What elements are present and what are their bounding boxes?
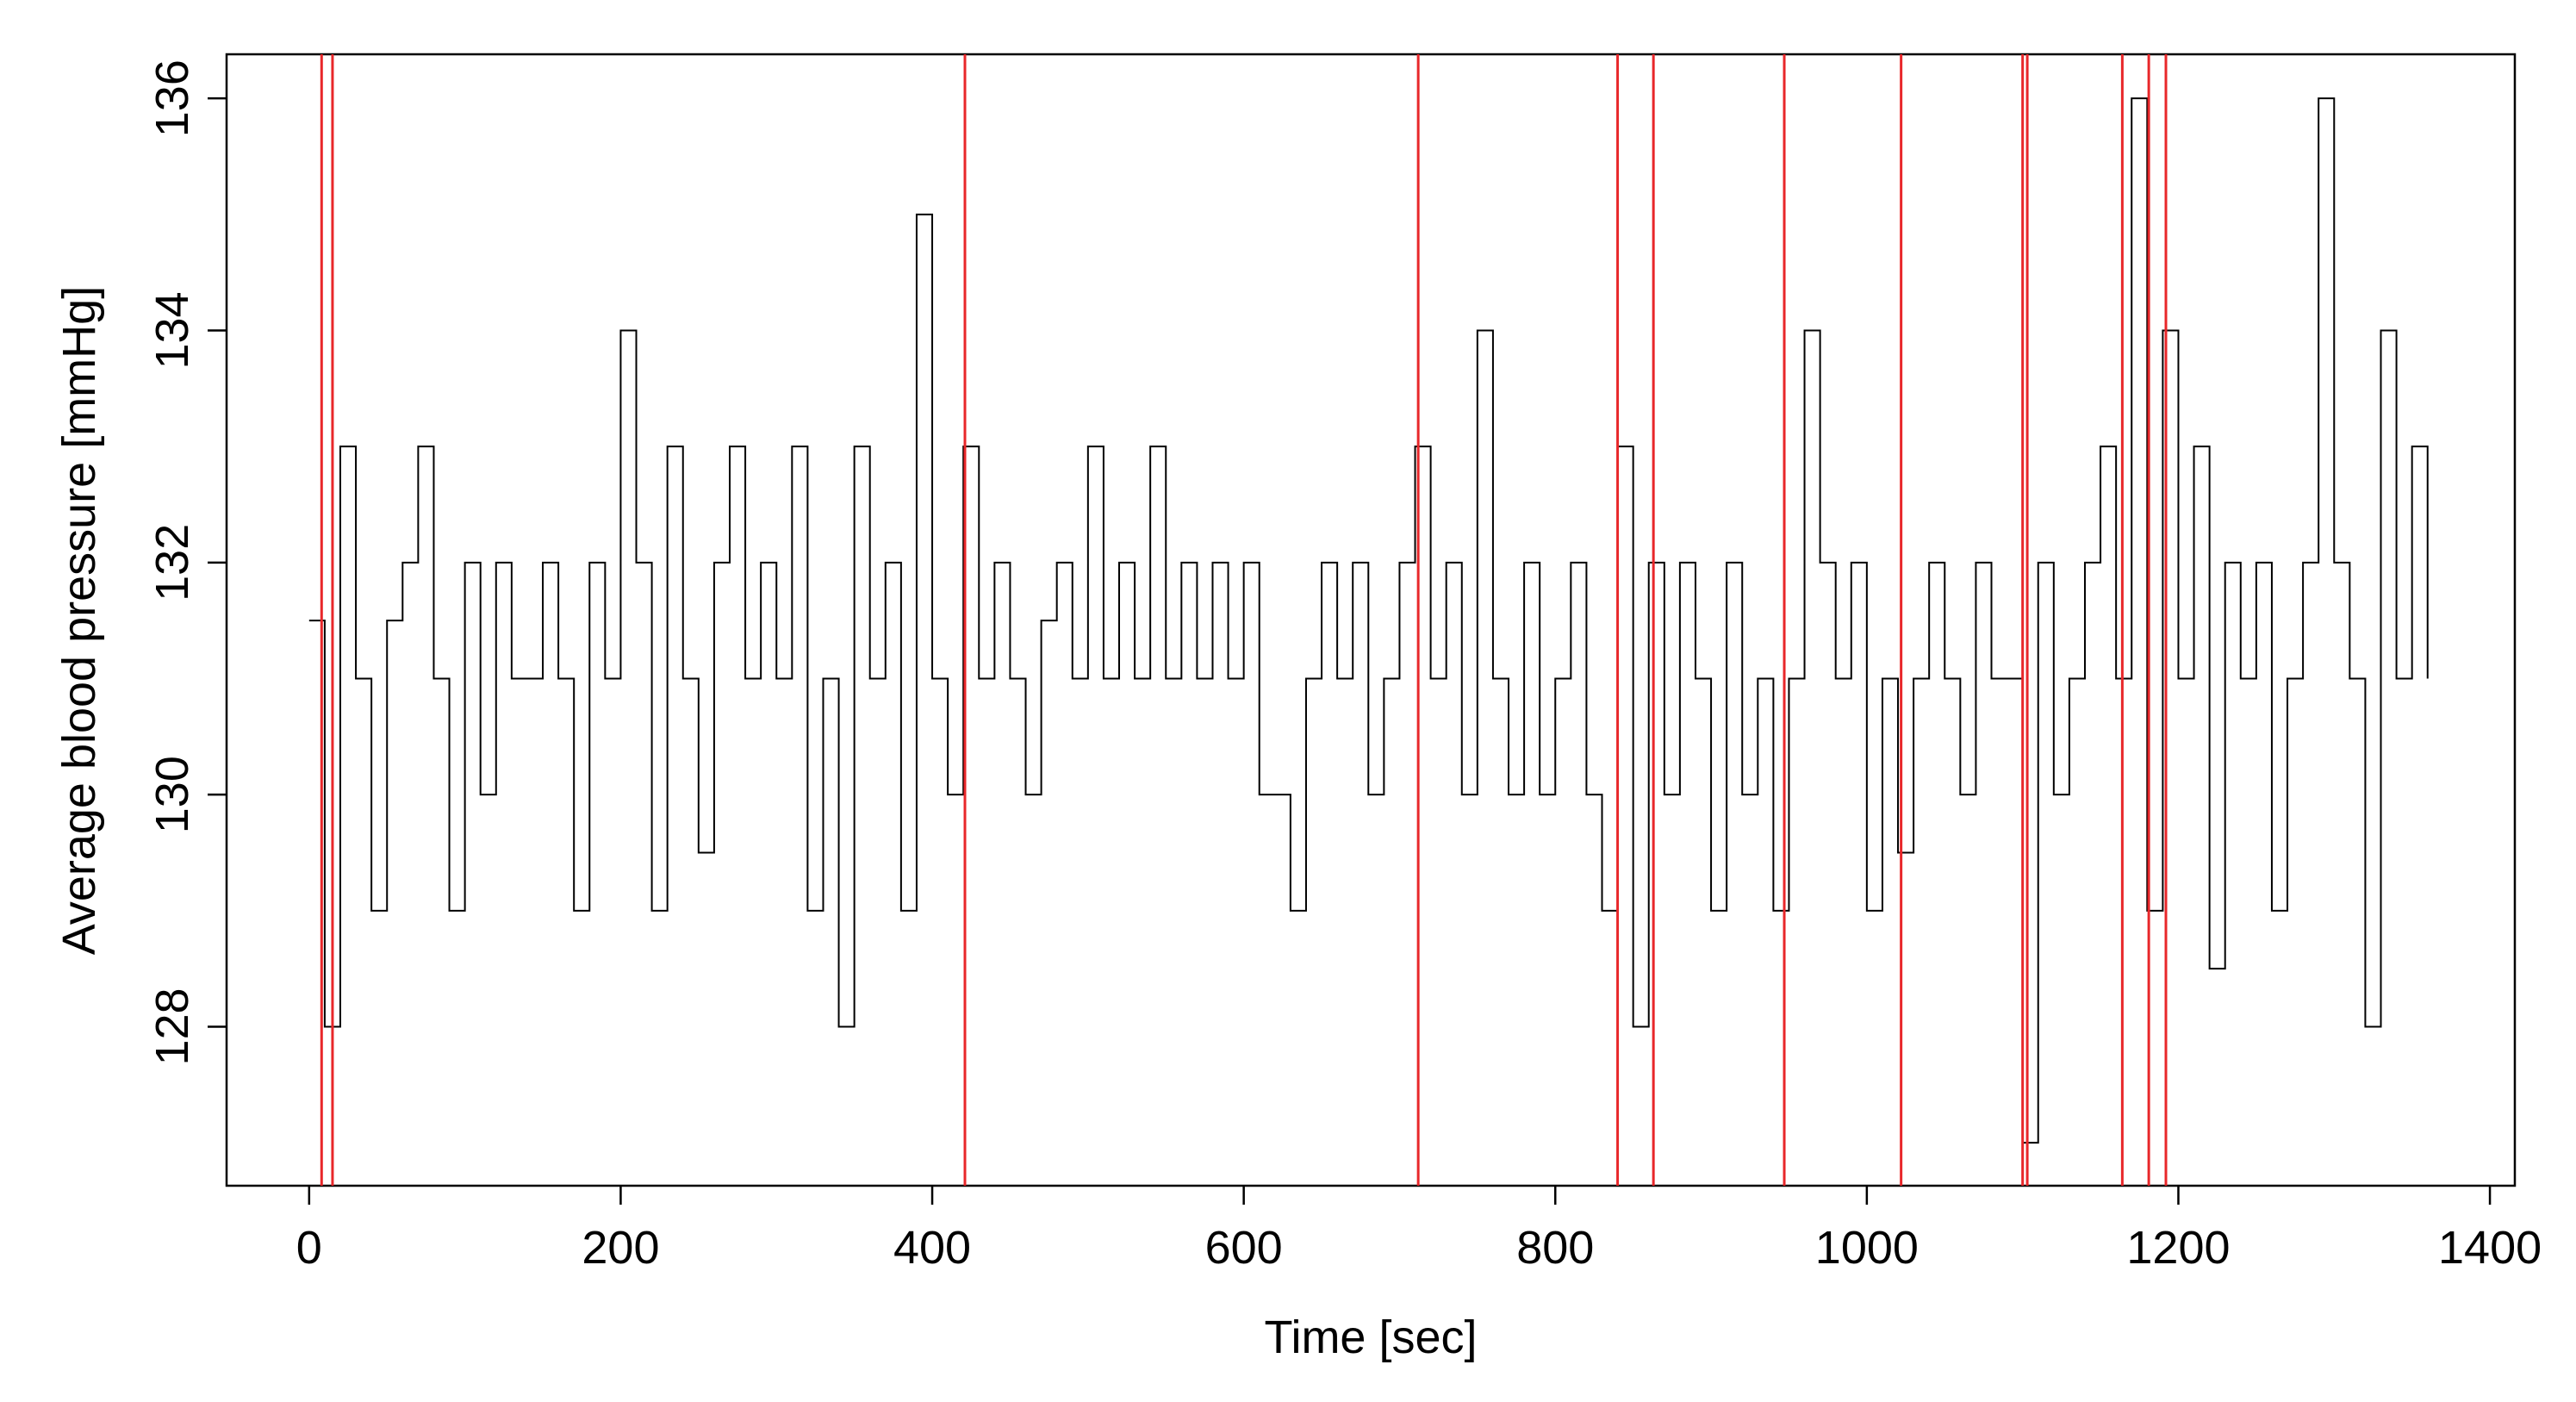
y-tick-label: 136	[146, 59, 198, 137]
x-tick-label: 200	[582, 1222, 659, 1274]
x-tick-label: 400	[893, 1222, 971, 1274]
y-tick-label: 128	[146, 988, 198, 1065]
y-tick-label: 132	[146, 524, 198, 601]
x-tick-label: 600	[1205, 1222, 1283, 1274]
x-tick-label: 1200	[2126, 1222, 2230, 1274]
y-axis-label: Average blood pressure [mmHg]	[53, 286, 105, 955]
plot-frame	[225, 53, 2517, 1187]
x-axis-label: Time [sec]	[1264, 1312, 1477, 1363]
x-tick-label: 0	[296, 1222, 322, 1274]
data-line	[308, 97, 2429, 1144]
y-tick-label: 130	[146, 756, 198, 833]
x-tick-label: 1400	[2438, 1222, 2542, 1274]
y-tick-label: 134	[146, 291, 198, 369]
x-tick-label: 800	[1516, 1222, 1594, 1274]
x-tick-label: 1000	[1815, 1222, 1919, 1274]
